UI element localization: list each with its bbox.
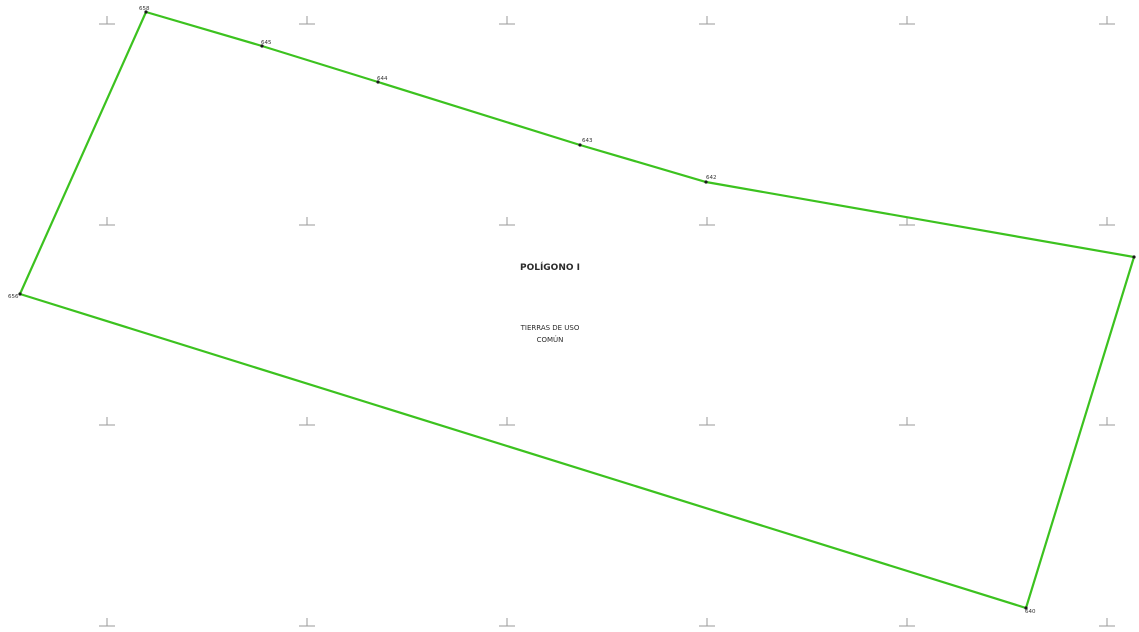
- grid-mark: [699, 618, 715, 627]
- grid-marks: [99, 16, 1115, 627]
- grid-mark: [699, 16, 715, 25]
- vertex-label: 656: [8, 294, 19, 300]
- land-use-label-line1: TIERRAS DE USO: [520, 324, 580, 332]
- land-use-label-line2: COMÚN: [536, 336, 564, 344]
- vertex-point: [1132, 255, 1136, 259]
- vertex-label: 643: [582, 138, 593, 144]
- grid-mark: [299, 217, 315, 226]
- vertex-point: [578, 143, 582, 147]
- vertex-label: 645: [261, 40, 272, 46]
- vertex-point: [376, 80, 380, 84]
- grid-mark: [299, 417, 315, 426]
- grid-mark: [99, 16, 115, 25]
- polygon-title: POLÍGONO I: [519, 263, 581, 273]
- vertex-point: [1024, 606, 1028, 610]
- grid-mark: [899, 417, 915, 426]
- vertex-label: 642: [706, 175, 717, 181]
- land-use-label: TIERRAS DE USO COMÚN: [470, 322, 630, 346]
- grid-mark: [99, 217, 115, 226]
- vertex-label: 640: [1025, 609, 1036, 615]
- grid-mark: [699, 417, 715, 426]
- grid-mark: [699, 217, 715, 226]
- vertex-markers: 658 645 644 643 642 640 656: [8, 6, 1136, 615]
- grid-mark: [499, 16, 515, 25]
- grid-mark: [499, 417, 515, 426]
- grid-mark: [299, 16, 315, 25]
- grid-mark: [99, 417, 115, 426]
- grid-mark: [899, 16, 915, 25]
- vertex-label: 658: [139, 6, 150, 12]
- grid-mark: [1099, 16, 1115, 25]
- grid-mark: [499, 217, 515, 226]
- grid-mark: [899, 618, 915, 627]
- vertex-label: 644: [377, 76, 388, 82]
- vertex-point: [704, 180, 708, 184]
- grid-mark: [1099, 417, 1115, 426]
- grid-mark: [99, 618, 115, 627]
- vertex-point: [18, 292, 22, 296]
- vertex-point: [260, 44, 264, 48]
- grid-mark: [299, 618, 315, 627]
- vertex-point: [144, 10, 148, 14]
- polygon-boundary: [18, 10, 1136, 610]
- grid-mark: [1099, 618, 1115, 627]
- grid-mark: [1099, 217, 1115, 226]
- grid-mark: [499, 618, 515, 627]
